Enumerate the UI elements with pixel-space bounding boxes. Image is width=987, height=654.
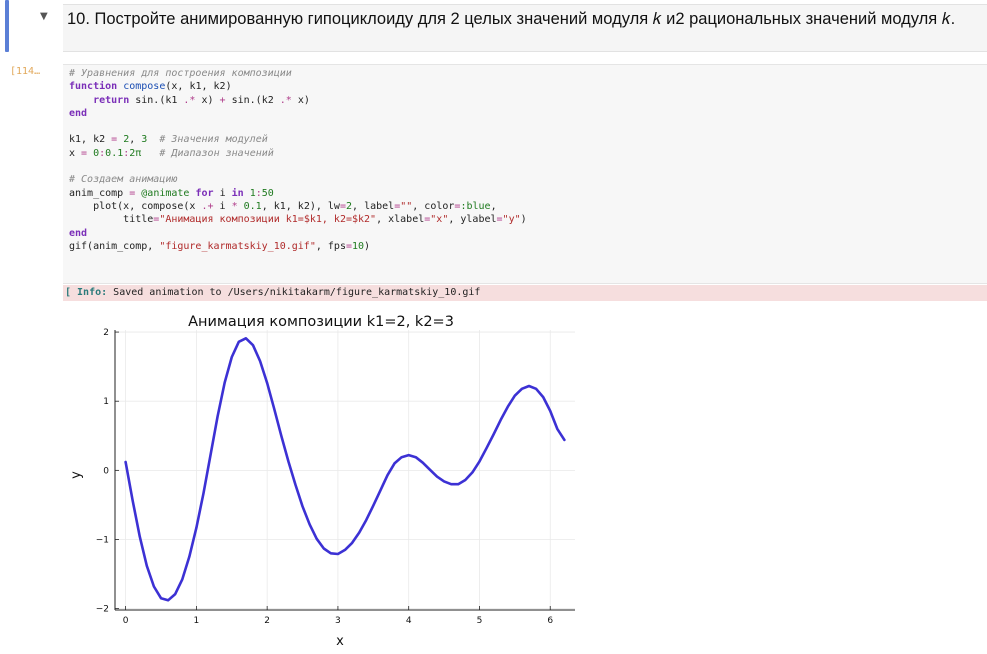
info-text: Saved animation to /Users/nikitakarm/fig… [107,287,481,298]
y-tick-label: −2 [96,605,109,615]
triangle-down-icon[interactable]: ▼ [40,11,48,22]
x-tick-label: 1 [194,616,200,626]
y-tick-label: 0 [103,466,109,476]
info-message: [ Info: Saved animation to /Users/nikita… [65,286,480,299]
x-tick-label: 5 [477,616,483,626]
x-tick-label: 4 [406,616,412,626]
code-text[interactable]: # Уравнения для построения композиции fu… [69,68,527,252]
task-heading: 10. Постройте анимированную гипоциклоиду… [67,10,956,28]
x-tick-label: 6 [547,616,553,626]
chart-grid [115,330,575,610]
y-axis-label: y [69,471,84,479]
line-chart: Анимация композиции k1=2, k2=3 0 1 2 3 4 5 6 −2… [69,314,575,649]
y-tick-label: 2 [103,328,109,338]
chart-series [124,336,566,602]
info-output: [ Info: Saved animation to /Users/nikita… [63,285,987,301]
plot-output: Анимация композиции k1=2, k2=3 0 1 2 3 4 5 6 −2… [63,303,623,650]
x-tick-label: 2 [264,616,270,626]
x-tick-label: 3 [335,616,341,626]
cell-selection-indicator [5,0,9,52]
series-line [124,336,566,602]
markdown-cell-body[interactable]: 10. Постройте анимированную гипоциклоиду… [63,4,987,52]
y-tick-label: 1 [103,397,109,407]
markdown-cell[interactable]: ▼ 10. Постройте анимированную гипоциклои… [0,0,987,58]
y-tick-label: −1 [96,535,109,545]
code-editor[interactable]: # Уравнения для построения композиции fu… [63,64,987,284]
code-cell[interactable]: [114… # Уравнения для построения компози… [0,64,987,284]
execution-count-prompt: [114… [10,66,41,77]
x-axis-label: x [336,634,344,649]
chart-ticks: 0 1 2 3 4 5 6 −2 −1 0 1 2 [96,328,554,626]
info-tag: [ Info: [65,287,108,298]
chart-title: Анимация композиции k1=2, k2=3 [188,314,454,330]
x-tick-label: 0 [123,616,129,626]
